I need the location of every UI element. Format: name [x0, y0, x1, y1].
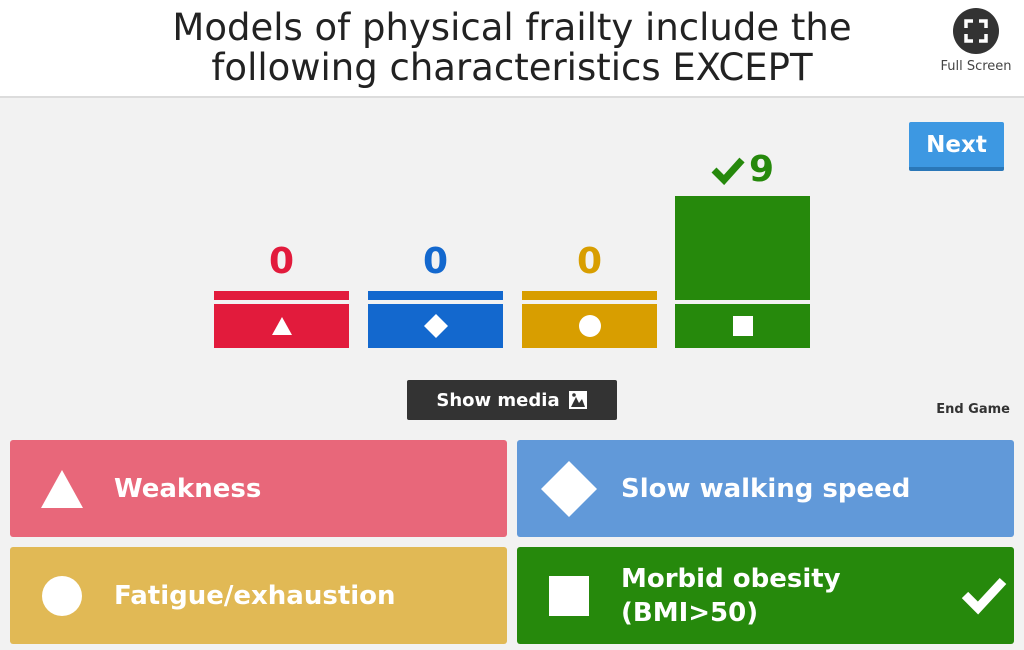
square-icon — [517, 575, 621, 617]
image-icon — [568, 391, 587, 409]
fullscreen-label: Full Screen — [940, 59, 1012, 74]
diamond-icon — [517, 460, 621, 518]
result-base-square — [675, 304, 810, 348]
result-bar-triangle — [214, 291, 349, 300]
result-count-square-value: 9 — [748, 149, 775, 190]
triangle-icon — [271, 317, 292, 335]
question-title: Models of physical frailty include the f… — [172, 6, 852, 89]
circle-icon — [578, 315, 601, 337]
result-bar-circle — [522, 291, 657, 300]
answer-circle[interactable]: Fatigue/exhaustion — [10, 547, 507, 644]
answer-label: Morbid obesity (BMI>50) — [621, 563, 841, 628]
question-header: Models of physical frailty include the f… — [0, 0, 1024, 98]
result-count-diamond: 0 — [422, 241, 449, 282]
result-bar-square — [675, 196, 810, 300]
result-count-circle: 0 — [576, 241, 603, 282]
result-count-square: 9 — [675, 150, 810, 190]
result-bar-diamond — [368, 291, 503, 300]
answer-diamond[interactable]: Slow walking speed — [517, 440, 1014, 537]
fullscreen-button[interactable]: Full Screen — [940, 8, 1012, 78]
show-media-label: Show media — [436, 389, 560, 411]
answer-label: Fatigue/exhaustion — [114, 580, 396, 611]
check-icon — [961, 577, 1007, 615]
triangle-icon — [10, 469, 114, 509]
diamond-icon — [423, 314, 448, 338]
circle-icon — [10, 575, 114, 617]
end-game-link[interactable]: End Game — [936, 402, 1010, 417]
answer-triangle[interactable]: Weakness — [10, 440, 507, 537]
answer-square[interactable]: Morbid obesity (BMI>50) — [517, 547, 1014, 644]
check-icon — [711, 157, 745, 185]
answer-label: Weakness — [114, 473, 262, 504]
result-base-circle — [522, 304, 657, 348]
answer-label: Slow walking speed — [621, 473, 911, 504]
result-base-triangle — [214, 304, 349, 348]
result-base-diamond — [368, 304, 503, 348]
show-media-button[interactable]: Show media — [407, 380, 617, 420]
square-icon — [732, 316, 753, 336]
expand-icon — [953, 8, 999, 54]
result-count-triangle: 0 — [268, 241, 295, 282]
next-button[interactable]: Next — [909, 122, 1004, 171]
